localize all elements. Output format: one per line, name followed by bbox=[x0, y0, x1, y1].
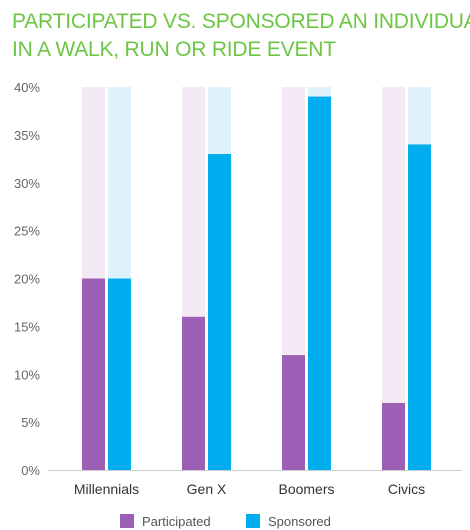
y-tick-label: 10% bbox=[14, 367, 40, 382]
y-tick-label: 5% bbox=[21, 415, 40, 430]
bar-sponsored-boomers bbox=[308, 96, 331, 470]
legend-swatch-sponsored bbox=[246, 514, 260, 528]
bar-track-participated bbox=[382, 87, 405, 470]
bar-sponsored-millennials bbox=[108, 278, 131, 470]
y-tick-label: 15% bbox=[14, 319, 40, 334]
chart-title: PARTICIPATED VS. SPONSORED AN INDIVIDUAL… bbox=[12, 8, 470, 64]
chart-title-line-2: IN A WALK, RUN OR RIDE EVENT bbox=[12, 38, 336, 61]
bars bbox=[82, 87, 431, 470]
x-tick-label: Gen X bbox=[187, 481, 227, 497]
legend-swatch-participated bbox=[120, 514, 134, 528]
x-tick-label: Civics bbox=[388, 481, 425, 497]
x-tick-label: Millennials bbox=[74, 481, 139, 497]
bar-participated-gen-x bbox=[182, 316, 205, 470]
bar-participated-boomers bbox=[282, 355, 305, 470]
y-tick-label: 30% bbox=[14, 176, 40, 191]
y-tick-label: 20% bbox=[14, 272, 40, 287]
legend-label-sponsored: Sponsored bbox=[268, 514, 331, 529]
bar-participated-millennials bbox=[82, 278, 105, 470]
y-tick-label: 40% bbox=[14, 80, 40, 95]
y-tick-label: 0% bbox=[21, 463, 40, 478]
x-tick-label: Boomers bbox=[278, 481, 334, 497]
y-tick-label: 25% bbox=[14, 224, 40, 239]
bar-participated-civics bbox=[382, 402, 405, 470]
x-axis-labels: Millennials Gen X Boomers Civics bbox=[74, 481, 425, 497]
y-axis: 0% 5% 10% 15% 20% 25% 30% 35% 40% bbox=[14, 80, 462, 478]
legend: Participated Sponsored bbox=[120, 514, 331, 529]
chart-title-line-1: PARTICIPATED VS. SPONSORED AN INDIVIDUAL bbox=[12, 10, 470, 33]
bar-sponsored-gen-x bbox=[208, 154, 231, 470]
bar-sponsored-civics bbox=[408, 144, 431, 470]
legend-label-participated: Participated bbox=[142, 514, 211, 529]
y-tick-label: 35% bbox=[14, 128, 40, 143]
